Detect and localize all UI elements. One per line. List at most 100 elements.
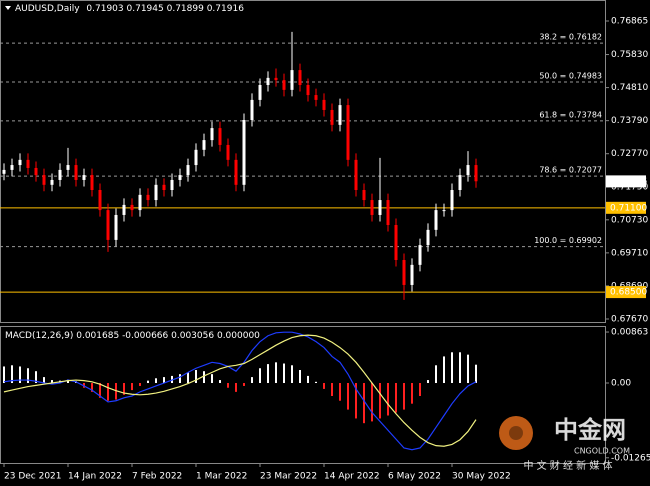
y-tick-label: 0.74810	[611, 83, 648, 93]
candle-body	[178, 175, 182, 180]
candle-body	[58, 169, 62, 180]
macd-histogram-bar	[467, 354, 469, 384]
horizontal-line-label: 0.71100	[610, 203, 647, 213]
candle-body	[362, 190, 366, 201]
macd-histogram-bar	[251, 377, 253, 384]
candle-body	[394, 225, 398, 261]
watermark-logo-hole	[509, 426, 523, 440]
y-tick-label: -0.012657	[611, 453, 650, 463]
candle-body	[106, 210, 110, 240]
candle-body	[154, 184, 158, 201]
candle-body	[138, 194, 142, 211]
watermark: 中金网 CNGOLD.COM 中 文 财 经 新 媒 体	[499, 416, 630, 472]
macd-histogram-bar	[259, 368, 261, 384]
candle-body	[418, 245, 422, 265]
candle-body	[202, 140, 206, 150]
macd-histogram-bar	[299, 370, 301, 384]
macd-histogram-bar	[227, 383, 229, 388]
macd-histogram-bar	[355, 383, 357, 419]
candle-body	[2, 169, 6, 174]
macd-histogram-bar	[339, 383, 341, 401]
candle-body	[218, 128, 222, 145]
candle-body	[266, 77, 270, 86]
candle-body	[346, 105, 350, 160]
macd-histogram-bar	[35, 371, 37, 384]
macd-histogram-bar	[43, 377, 45, 384]
macd-histogram-bar	[347, 383, 349, 410]
y-tick-label: 0.69710	[611, 248, 648, 258]
candle-body	[10, 165, 14, 170]
candle-body	[146, 194, 150, 201]
candle-body	[170, 179, 174, 191]
fib-level-label: 50.0 = 0.74983	[539, 71, 602, 80]
macd-histogram-bar	[371, 383, 373, 422]
watermark-logo: 中金网	[554, 416, 626, 444]
x-tick-label: 7 Feb 2022	[132, 472, 182, 482]
quote-open: 0.71903	[86, 4, 123, 14]
candle-body	[210, 128, 214, 141]
candle-body	[18, 159, 22, 166]
macd-histogram-bar	[147, 380, 149, 384]
macd-histogram-bar	[267, 364, 269, 384]
x-tick-label: 23 Dec 2021	[4, 472, 62, 482]
macd-histogram-bar	[307, 375, 309, 384]
candle-body	[122, 204, 126, 215]
macd-histogram-bar	[91, 383, 93, 392]
y-tick-label: 0.00	[611, 379, 631, 389]
symbol-menu-arrow[interactable]	[5, 6, 11, 10]
macd-histogram-bar	[323, 383, 325, 389]
macd-histogram-bar	[403, 383, 405, 410]
macd-histogram-bar	[435, 365, 437, 384]
x-tick-label: 6 May 2022	[388, 472, 441, 482]
price-panel-frame	[0, 0, 606, 323]
y-tick-label: 0.75830	[611, 50, 648, 60]
candle-body	[42, 175, 46, 185]
macd-histogram-bar	[179, 374, 181, 384]
macd-histogram-bar	[19, 366, 21, 384]
candle-body	[330, 109, 334, 125]
candle-body	[90, 175, 94, 191]
macd-histogram-bar	[459, 352, 461, 384]
candle-body	[354, 159, 358, 191]
y-tick-label: 0.72770	[611, 149, 648, 159]
quote-low: 0.71899	[167, 4, 204, 14]
watermark-site: CNGOLD.COM	[574, 447, 630, 456]
x-tick-label: 14 Jan 2022	[68, 472, 122, 482]
candle-body	[26, 159, 30, 168]
macd-value: 0.003056	[171, 331, 214, 341]
candle-body	[386, 200, 390, 226]
candle-body	[274, 77, 278, 81]
macd-histogram-bar	[451, 352, 453, 384]
candle-body	[114, 214, 118, 240]
y-tick-label: 0.76865	[611, 17, 648, 27]
candle-body	[474, 165, 478, 182]
macd-histogram-bar	[387, 383, 389, 416]
macd-value: 0.001685	[76, 331, 119, 341]
candle-body	[194, 149, 198, 166]
candle-body	[450, 190, 454, 211]
candle-body	[370, 200, 374, 215]
fib-level-label: 78.6 = 0.72077	[539, 166, 602, 175]
candle-body	[66, 165, 70, 170]
macd-line	[3, 331, 477, 451]
candle-body	[34, 167, 38, 176]
y-tick-label: 0.00863	[611, 328, 648, 338]
candle-body	[322, 99, 326, 110]
candle-body	[298, 70, 302, 86]
macd-histogram-bar	[107, 383, 109, 401]
macd-histogram-bar	[51, 380, 53, 384]
candle-body	[410, 264, 414, 285]
candle-body	[306, 85, 310, 96]
symbol-title: AUDUSD,Daily	[15, 4, 80, 14]
price-header: AUDUSD,Daily 0.71903 0.71945 0.71899 0.7…	[15, 4, 244, 14]
candle-body	[186, 165, 190, 176]
macd-histogram-bar	[11, 365, 13, 384]
macd-histogram-bar	[283, 363, 285, 384]
horizontal-line-label-box	[606, 201, 646, 214]
candle-body	[98, 190, 102, 211]
candle-body	[282, 80, 286, 90]
macd-histogram-bar	[163, 377, 165, 384]
macd-histogram-bar	[235, 383, 237, 392]
macd-histogram-bar	[315, 381, 317, 384]
